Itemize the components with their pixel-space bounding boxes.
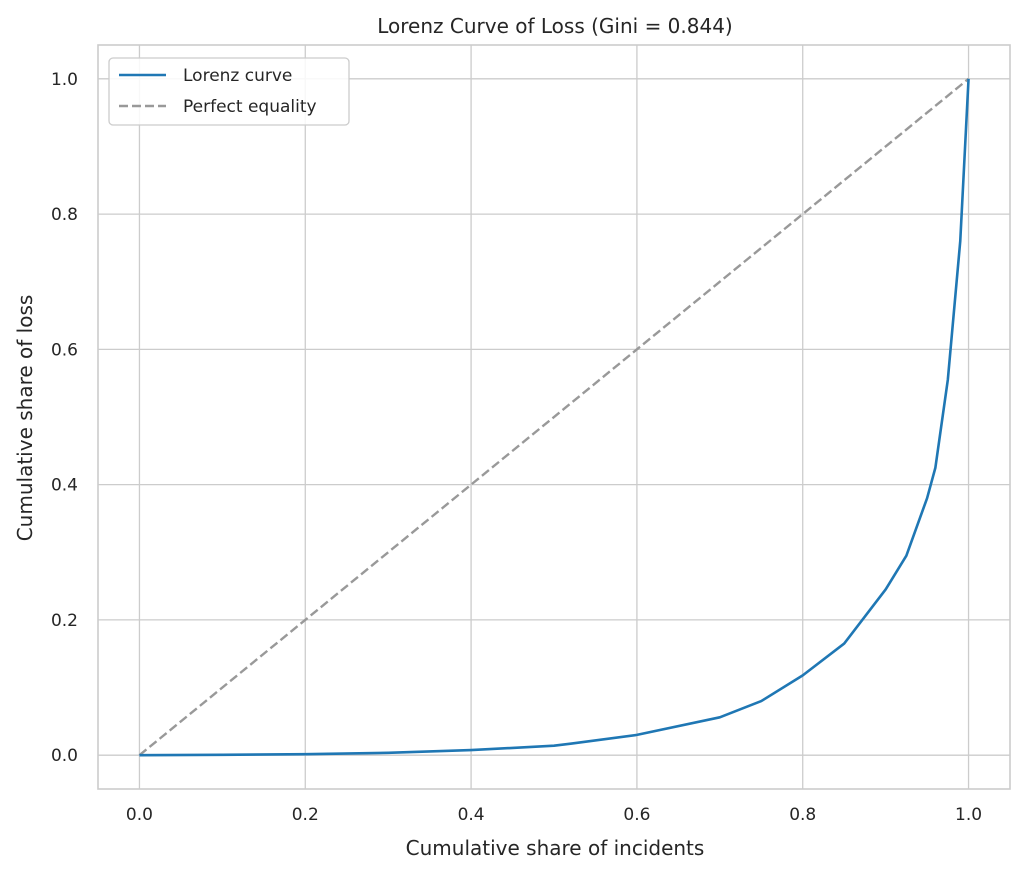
x-tick-label: 1.0 xyxy=(955,805,982,825)
x-tick-label: 0.4 xyxy=(458,805,485,825)
x-tick-label: 0.8 xyxy=(789,805,816,825)
x-tick-label: 0.0 xyxy=(126,805,153,825)
series-line-perfect-equality xyxy=(138,77,970,757)
y-tick-labels: 0.0 0.2 0.4 0.6 0.8 1.0 xyxy=(51,70,78,766)
y-tick-label: 0.6 xyxy=(51,340,78,360)
plot-frame xyxy=(97,44,1011,790)
y-tick-label: 1.0 xyxy=(51,70,78,90)
legend-box xyxy=(108,57,350,126)
legend-label-lorenz-curve: Lorenz curve xyxy=(183,66,292,86)
y-tick-label: 0.2 xyxy=(51,611,78,631)
series-line-lorenz-curve xyxy=(139,78,970,757)
series-layer xyxy=(138,77,970,757)
x-tick-label: 0.6 xyxy=(623,805,650,825)
y-tick-label: 0.0 xyxy=(51,746,78,766)
legend-label-perfect-equality: Perfect equality xyxy=(183,97,317,117)
chart-title: Lorenz Curve of Loss (Gini = 0.844) xyxy=(377,14,733,38)
x-tick-labels: 0.0 0.2 0.4 0.6 0.8 1.0 xyxy=(126,805,982,825)
y-tick-label: 0.4 xyxy=(51,476,78,496)
legend: Lorenz curve Perfect equality xyxy=(108,57,350,126)
x-axis-label: Cumulative share of incidents xyxy=(406,836,705,860)
y-axis-label: Cumulative share of loss xyxy=(13,295,37,542)
x-tick-label: 0.2 xyxy=(292,805,319,825)
y-tick-label: 0.8 xyxy=(51,205,78,225)
